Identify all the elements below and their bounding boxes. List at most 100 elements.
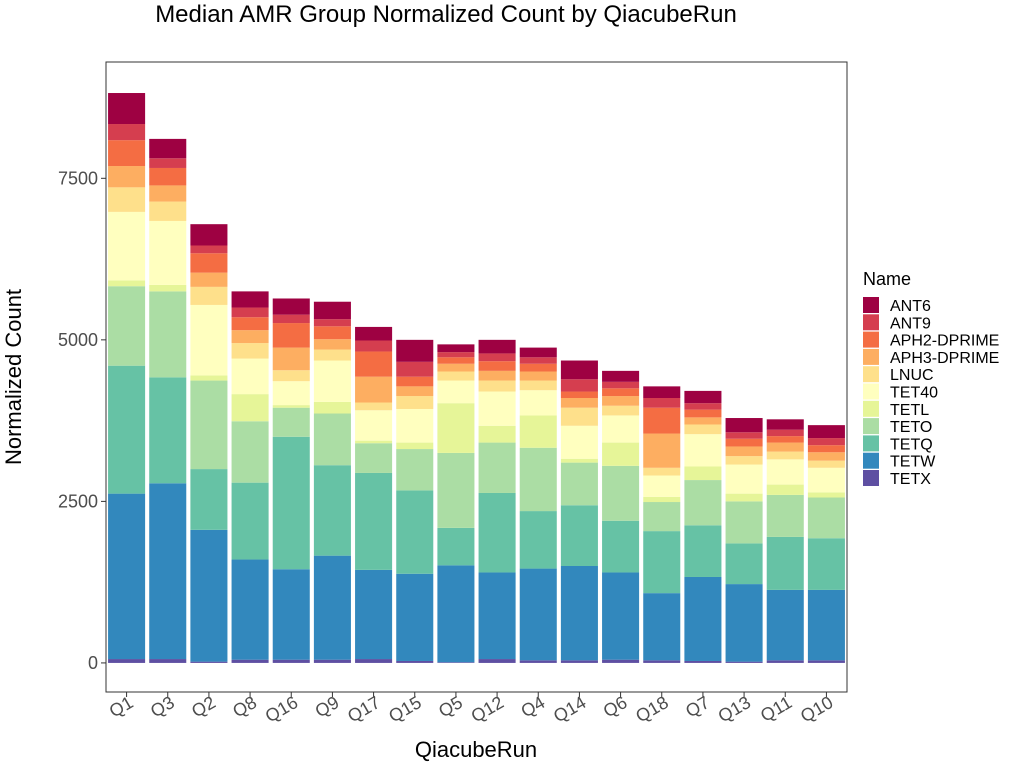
bar-segment-q18-aph3-dprime [643,433,681,468]
bar-segment-q11-tetw [766,589,804,661]
bars-layer [108,93,845,663]
bar-segment-q9-ant6 [313,301,351,320]
bar-segment-q9-lnuc [313,349,351,361]
bar-segment-q9-aph2-dprime [313,326,351,340]
legend-key-tetq [863,435,879,452]
bar-segment-q18-tetx [643,660,681,663]
bar-segment-q12-ant6 [478,339,516,354]
bar-segment-q3-aph3-dprime [149,185,187,202]
bar-segment-q7-aph3-dprime [684,417,722,425]
bar-segment-q12-tetq [478,492,516,573]
bar-segment-q13-aph2-dprime [725,438,763,447]
bar-segment-q11-tetx [766,660,804,663]
bar-segment-q17-aph2-dprime [355,351,393,377]
y-axis-title: Normalized Count [1,289,26,465]
bar-segment-q2-tet40 [190,304,228,376]
bar-segment-q3-tetw [149,483,187,660]
bar-segment-q18-tetq [643,531,681,594]
bar-segment-q11-teto [766,494,804,537]
legend-key-tetw [863,452,879,469]
bar-segment-q1-aph2-dprime [108,140,146,167]
legend-label-tetq: TETQ [890,436,933,453]
legend-label-tetw: TETW [890,454,936,471]
bar-segment-q17-tetl [355,440,393,444]
bar-segment-q6-ant6 [602,370,640,382]
x-tick-label-q8: Q8 [229,692,260,721]
legend-label-tetl: TETL [890,402,929,419]
y-axis: 0 2500 5000 7500 [58,168,106,673]
x-tick-label-q11: Q11 [757,692,795,726]
bar-segment-q2-aph3-dprime [190,272,228,287]
bar-segment-q6-aph2-dprime [602,388,640,397]
bar-segment-q4-tet40 [519,390,557,416]
bar-segment-q8-teto [231,421,269,483]
bar-segment-q5-tetw [437,565,475,663]
bar-segment-q12-teto [478,442,516,493]
bar-segment-q11-ant6 [766,419,804,430]
bar-segment-q18-lnuc [643,467,681,476]
bar-segment-q2-ant9 [190,245,228,254]
bar-segment-q10-tetq [807,538,845,590]
x-tick-label-q3: Q3 [147,692,178,721]
bar-segment-q15-tetw [396,573,434,661]
bar-segment-q11-aph3-dprime [766,442,804,452]
bar-segment-q6-teto [602,465,640,521]
bar-segment-q6-tet40 [602,415,640,443]
bar-segment-q17-tetq [355,472,393,570]
bar-segment-q2-aph2-dprime [190,253,228,273]
x-tick-label-q6: Q6 [600,692,631,721]
bar-segment-q11-aph2-dprime [766,436,804,443]
legend-key-ant9 [863,314,879,331]
bar-segment-q14-aph3-dprime [560,398,598,408]
bar-segment-q4-tetx [519,660,557,663]
bar-segment-q8-tetq [231,482,269,560]
bar-segment-q14-tetq [560,505,598,566]
bar-segment-q16-ant9 [272,314,310,324]
bar-segment-q5-teto [437,452,475,528]
bar-segment-q15-aph2-dprime [396,376,434,387]
bar-segment-q18-aph2-dprime [643,407,681,434]
x-axis: Q1 Q3 Q2 Q8 Q16 Q9 Q17 Q15 Q5 Q12 Q4 Q14 Q6 Q18 Q7 Q13 Q… [106,692,836,726]
bar-segment-q6-tetl [602,442,640,466]
bar-segment-q8-ant6 [231,291,269,308]
bar-segment-q9-tetx [313,659,351,663]
x-tick-label-q17: Q17 [344,692,383,726]
x-tick-label-q5: Q5 [435,692,466,721]
bar-segment-q10-teto [807,497,845,539]
bar-segment-q3-tetq [149,377,187,484]
bar-segment-q3-teto [149,291,187,378]
bar-segment-q13-tetw [725,584,763,662]
x-tick-label-q2: Q2 [188,692,219,721]
legend-label-lnuc: LNUC [890,367,934,384]
bar-segment-q6-tetq [602,520,640,573]
x-tick-label-q13: Q13 [715,692,754,726]
bar-segment-q7-teto [684,480,722,526]
legend-key-tet40 [863,383,879,400]
bar-segment-q13-teto [725,501,763,544]
legend-key-tetl [863,400,879,417]
bar-segment-q10-tet40 [807,467,845,493]
legend-label-tet40: TET40 [890,385,938,402]
bar-segment-q7-lnuc [684,424,722,435]
bar-segment-q12-tet40 [478,391,516,426]
bar-segment-q9-teto [313,413,351,466]
bar-segment-q2-tetq [190,469,228,530]
bar-segment-q14-teto [560,462,598,506]
bar-segment-q18-tetw [643,593,681,661]
bar-segment-q8-tetw [231,559,269,660]
bar-segment-q18-teto [643,502,681,532]
bar-segment-q11-ant9 [766,429,804,437]
plot-panel-border [105,61,848,693]
bar-segment-q16-tetq [272,436,310,570]
bar-segment-q4-tetl [519,415,557,448]
bar-segment-q10-tetw [807,589,845,661]
x-tick-label-q16: Q16 [262,692,301,726]
bar-segment-q7-tetw [684,576,722,661]
bar-segment-q3-ant9 [149,158,187,168]
bar-segment-q1-lnuc [108,187,146,212]
bar-segment-q8-tetl [231,394,269,422]
bar-segment-q15-lnuc [396,396,434,409]
bar-segment-q7-aph2-dprime [684,409,722,418]
bar-segment-q5-ant6 [437,344,475,353]
legend-key-teto [863,418,879,435]
